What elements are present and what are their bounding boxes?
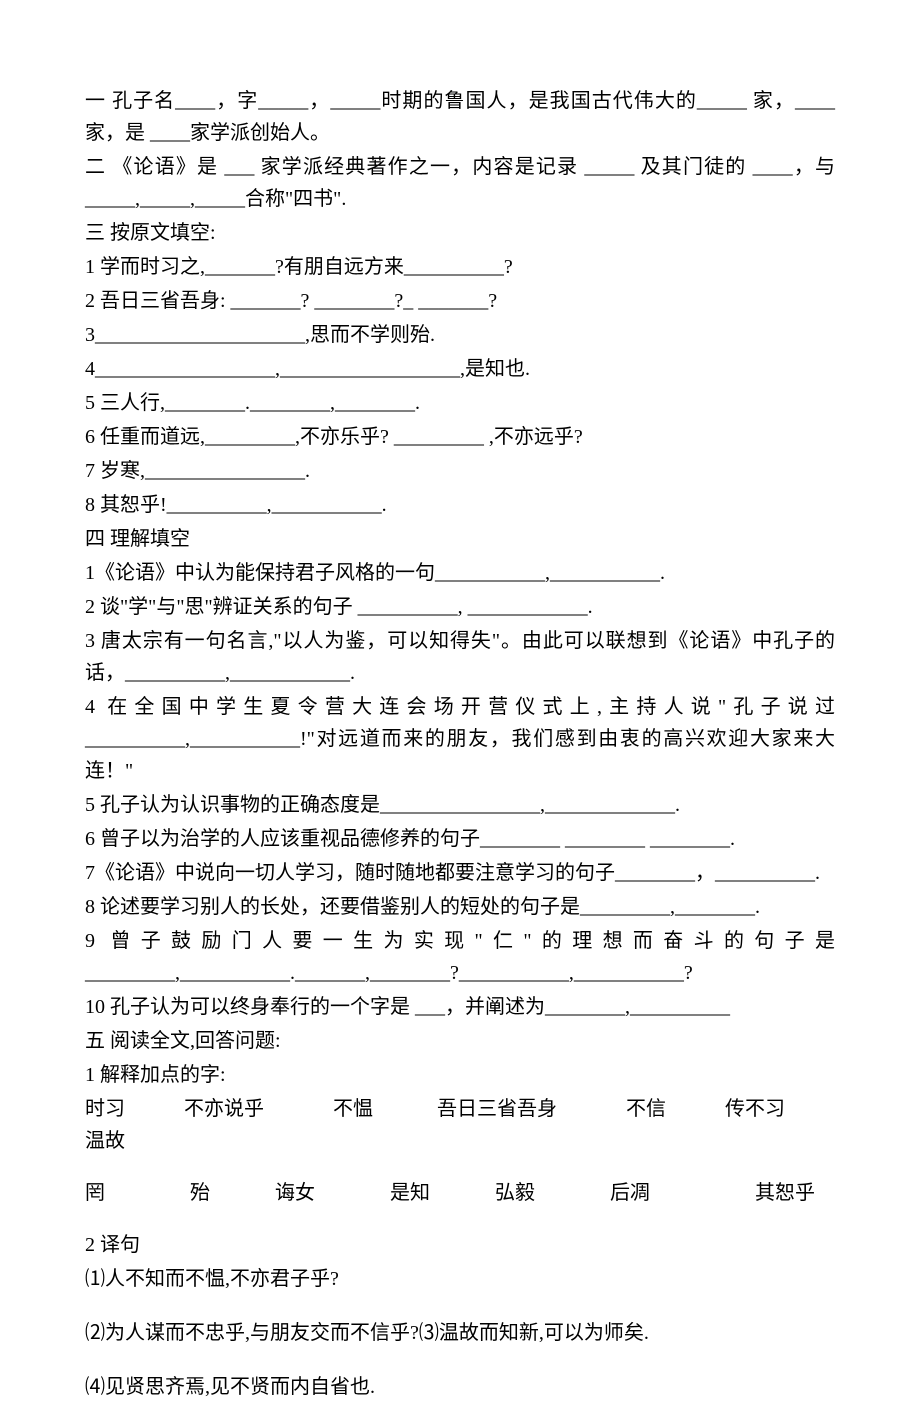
- word: 是知: [390, 1177, 490, 1209]
- q3-8: 8 其恕乎!__________,___________.: [85, 489, 835, 521]
- word: 后凋: [610, 1177, 750, 1209]
- word: 传不习: [725, 1093, 835, 1125]
- q4-6: 6 曾子以为治学的人应该重视品德修养的句子________ ________ _…: [85, 823, 835, 855]
- q2: 二 《论语》是 ___ 家学派经典著作之一，内容是记录 _____ 及其门徒的 …: [85, 151, 835, 215]
- q4-8: 8 论述要学习别人的长处，还要借鉴别人的短处的句子是_________,____…: [85, 891, 835, 923]
- q3-5: 5 三人行,________.________,________.: [85, 387, 835, 419]
- word: 温故: [85, 1125, 125, 1157]
- q4-5: 5 孔子认为认识事物的正确态度是________________,_______…: [85, 789, 835, 821]
- q5-2-head: 2 译句: [85, 1229, 835, 1261]
- word: 弘毅: [495, 1177, 605, 1209]
- q3-3: 3_____________________,思而不学则殆.: [85, 319, 835, 351]
- q5-2-1: ⑴人不知而不愠,不亦君子乎?: [85, 1263, 835, 1295]
- word: 吾日三省吾身: [437, 1093, 617, 1125]
- q5-2-3: ⑷见贤思齐焉,见不贤而内自省也.: [85, 1371, 835, 1403]
- q4-head: 四 理解填空: [85, 523, 835, 555]
- q3-head: 三 按原文填空:: [85, 217, 835, 249]
- q3-4: 4__________________,__________________,是…: [85, 353, 835, 385]
- q4-7: 7《论语》中说向一切人学习，随时随地都要注意学习的句子________，____…: [85, 857, 835, 889]
- word: 其恕乎: [755, 1177, 815, 1209]
- q1: 一 孔子名____，字_____，_____时期的鲁国人，是我国古代伟大的___…: [85, 85, 835, 149]
- words-row-1: 时习 不亦说乎 不愠 吾日三省吾身 不信 传不习 温故: [85, 1093, 835, 1157]
- q5-head: 五 阅读全文,回答问题:: [85, 1025, 835, 1057]
- q5-1-head: 1 解释加点的字:: [85, 1059, 835, 1091]
- word: 不亦说乎: [184, 1093, 324, 1125]
- q4-1: 1《论语》中认为能保持君子风格的一句___________,__________…: [85, 557, 835, 589]
- word: 时习: [85, 1093, 175, 1125]
- q4-2: 2 谈"学"与"思"辨证关系的句子 __________, __________…: [85, 591, 835, 623]
- q3-7: 7 岁寒,________________.: [85, 455, 835, 487]
- words-row-2: 罔 殆 诲女 是知 弘毅 后凋 其恕乎: [85, 1177, 835, 1209]
- word: 不信: [626, 1093, 716, 1125]
- q4-3: 3 唐太宗有一句名言,"以人为鉴，可以知得失"。由此可以联想到《论语》中孔子的话…: [85, 625, 835, 689]
- word: 殆: [190, 1177, 270, 1209]
- word: 诲女: [275, 1177, 385, 1209]
- q4-4: 4 在全国中学生夏令营大连会场开营仪式上,主持人说"孔子说过__________…: [85, 691, 835, 787]
- q4-10: 10 孔子认为可以终身奉行的一个字是 ___，并阐述为________,____…: [85, 991, 835, 1023]
- q3-2: 2 吾日三省吾身: _______? ________?_ _______?: [85, 285, 835, 317]
- q4-9: 9 曾子鼓励门人要一生为实现"仁"的理想而奋斗的句子是_________,___…: [85, 925, 835, 989]
- q3-1: 1 学而时习之,_______?有朋自远方来__________?: [85, 251, 835, 283]
- word: 罔: [85, 1177, 185, 1209]
- q3-6: 6 任重而道远,_________,不亦乐乎? _________ ,不亦远乎?: [85, 421, 835, 453]
- word: 不愠: [333, 1093, 428, 1125]
- q5-2-2: ⑵为人谋而不忠乎,与朋友交而不信乎?⑶温故而知新,可以为师矣.: [85, 1317, 835, 1349]
